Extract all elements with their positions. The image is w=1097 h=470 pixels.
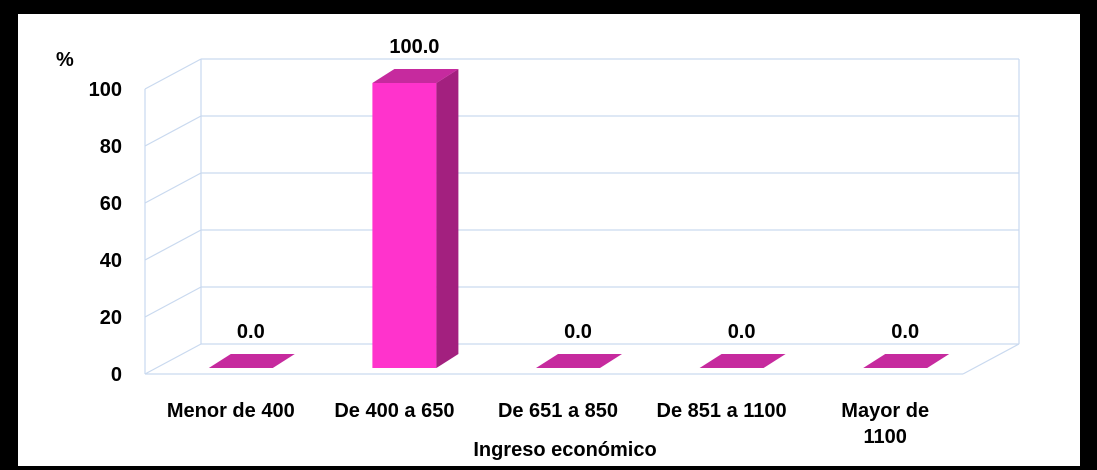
category-label-line: De 851 a 1100	[657, 400, 787, 422]
bar-top	[372, 69, 459, 83]
floor-right-edge	[962, 343, 1020, 375]
bar-4	[863, 354, 950, 368]
gridline-side-80	[144, 115, 202, 147]
grid	[144, 58, 1020, 375]
bar-3	[699, 354, 786, 368]
category-label: De 851 a 1100	[657, 400, 787, 422]
gridline-side-60	[144, 172, 202, 204]
gridline-side-0	[144, 343, 202, 375]
data-label: 0.0	[728, 321, 756, 343]
gridline-side-100	[144, 58, 202, 90]
category-label: De 400 a 650	[334, 400, 454, 422]
gridline-side-40	[144, 229, 202, 261]
bar-2	[536, 354, 622, 368]
data-label: 0.0	[891, 321, 919, 343]
y-tick-label: 60	[100, 193, 122, 215]
bar-chart: 0 20 40 60 80 100% 0.0 Menor de 400 100.0 De 400 …	[56, 36, 1020, 461]
category-label: Menor de 400	[167, 400, 295, 422]
gridline-side-20	[144, 286, 202, 318]
category-label-line: Menor de 400	[167, 400, 295, 422]
category-label: De 651 a 850	[498, 400, 618, 422]
chart-frame: 0 20 40 60 80 100% 0.0 Menor de 400 100.0 De 400 …	[18, 14, 1080, 466]
category-label-line: Mayor de	[841, 400, 929, 422]
y-tick-label: 0	[111, 364, 122, 386]
category-label-line: De 400 a 650	[334, 400, 454, 422]
bar-front	[372, 83, 437, 368]
y-tick-label: 20	[100, 307, 122, 329]
y-tick-label: 80	[100, 136, 122, 158]
bar-top	[863, 354, 950, 368]
bars	[208, 69, 950, 368]
labels: 0 20 40 60 80 100% 0.0 Menor de 400 100.0 De 400 …	[56, 36, 929, 461]
bar-side	[436, 69, 459, 368]
data-label: 100.0	[389, 36, 439, 58]
data-label: 0.0	[564, 321, 592, 343]
bar-top	[536, 354, 622, 368]
y-tick-label: 100	[89, 79, 122, 101]
bar-top	[699, 354, 786, 368]
bar-1	[372, 69, 459, 368]
category-label-line: De 651 a 850	[498, 400, 618, 422]
x-axis-title: Ingreso económico	[473, 439, 656, 461]
data-label: 0.0	[237, 321, 265, 343]
bar-top	[208, 354, 295, 368]
category-label: Mayor de 1100	[841, 400, 929, 448]
y-axis-label: %	[56, 49, 74, 71]
category-label-line: 1100	[864, 426, 907, 448]
bar-0	[208, 354, 295, 368]
y-tick-label: 40	[100, 250, 122, 272]
